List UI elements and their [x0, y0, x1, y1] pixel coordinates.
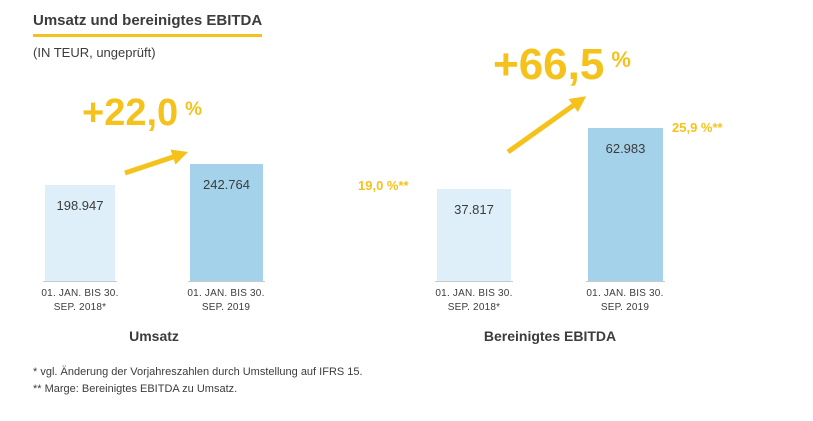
umsatz-chart: +22,0% 198.947 242.764 01. JAN. BIS 30. …	[30, 90, 350, 365]
umsatz-bar-2019-value: 242.764	[203, 177, 250, 192]
percent-sign: %	[185, 98, 203, 120]
umsatz-growth-value: +22,0	[82, 92, 179, 134]
umsatz-baseline-2018	[43, 281, 117, 282]
ebitda-bar-2019-value: 62.983	[605, 141, 646, 156]
ebitda-margin-2018: 19,0 %**	[358, 178, 409, 193]
ebitda-category-2019: 01. JAN. BIS 30. SEP. 2019	[586, 288, 664, 313]
footnote-marge: ** Marge: Bereinigtes EBITDA zu Umsatz.	[33, 383, 238, 395]
ebitda-bar-2018: 37.817	[437, 189, 511, 281]
umsatz-baseline-2019	[188, 281, 265, 282]
umsatz-plot-area: 198.947 242.764	[30, 164, 350, 281]
page-subtitle: (IN TEUR, ungeprüft)	[33, 45, 156, 60]
ebitda-baseline-2018	[435, 281, 513, 282]
ebitda-growth-label: +66,5%	[493, 40, 631, 90]
umsatz-bar-2019: 242.764	[190, 164, 263, 281]
umsatz-chart-title: Umsatz	[129, 328, 179, 344]
umsatz-growth-label: +22,0%	[82, 92, 202, 135]
ebitda-margin-2019: 25,9 %**	[672, 120, 723, 135]
ebitda-bar-2019: 62.983	[588, 128, 663, 281]
ebitda-bar-2018-value: 37.817	[454, 202, 494, 217]
umsatz-category-2019: 01. JAN. BIS 30. SEP. 2019	[187, 288, 265, 313]
ebitda-chart-title: Bereinigtes EBITDA	[483, 328, 617, 344]
page-title: Umsatz und bereinigtes EBITDA	[33, 12, 263, 37]
ebitda-plot-area: 37.817 62.983	[350, 128, 790, 281]
umsatz-category-2018: 01. JAN. BIS 30. SEP. 2018*	[41, 288, 119, 313]
umsatz-bar-2018: 198.947	[45, 185, 115, 281]
footnote-ifrs: * vgl. Änderung der Vorjahreszahlen durc…	[33, 366, 363, 378]
ebitda-category-2018: 01. JAN. BIS 30. SEP. 2018*	[435, 288, 513, 313]
ebitda-growth-value: +66,5	[493, 40, 605, 89]
percent-sign: %	[611, 46, 631, 72]
ebitda-baseline-2019	[586, 281, 665, 282]
umsatz-bar-2018-value: 198.947	[56, 198, 104, 213]
ebitda-chart: +66,5% 19,0 %** 25,9 %** 37.817 62.983 0…	[350, 40, 790, 365]
